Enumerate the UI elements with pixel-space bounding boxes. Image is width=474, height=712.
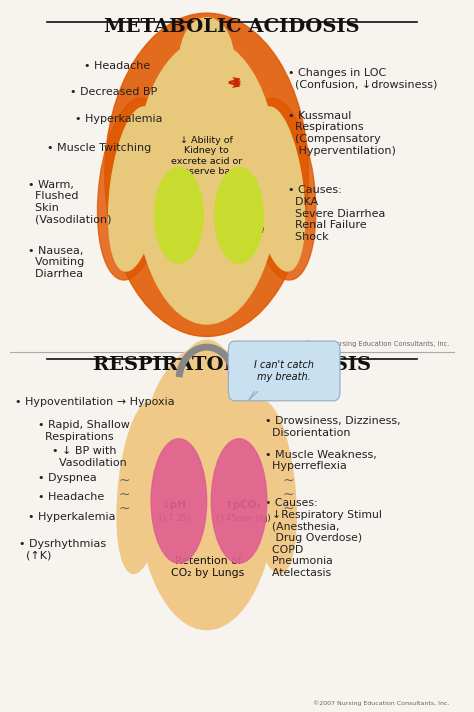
Text: ©2007 Nursing Education Consultants, Inc.: ©2007 Nursing Education Consultants, Inc… [305, 340, 450, 347]
Text: ~: ~ [283, 502, 294, 515]
Text: (↑45mm Hg): (↑45mm Hg) [216, 514, 271, 523]
Text: • Drowsiness, Dizziness,
  Disorientation: • Drowsiness, Dizziness, Disorientation [264, 417, 400, 438]
Text: ~: ~ [283, 473, 294, 487]
Text: ~: ~ [283, 488, 294, 501]
Text: ↓ Ability of
Kidney to
excrete acid or
conserve base: ↓ Ability of Kidney to excrete acid or c… [171, 136, 242, 176]
Text: • Hypoventilation → Hypoxia: • Hypoventilation → Hypoxia [15, 397, 174, 407]
Text: (↓22mEq/L): (↓22mEq/L) [214, 224, 264, 234]
Text: Retention of
CO₂ by Lungs: Retention of CO₂ by Lungs [172, 556, 245, 578]
Ellipse shape [246, 98, 316, 280]
Text: METABOLIC ACIDOSIS: METABOLIC ACIDOSIS [104, 19, 360, 36]
Text: • Dyspnea: • Dyspnea [38, 473, 97, 483]
Text: (↓7.35): (↓7.35) [158, 514, 191, 523]
Ellipse shape [155, 167, 203, 263]
Text: RESPIRATORY ACIDOSIS: RESPIRATORY ACIDOSIS [93, 356, 371, 374]
Text: ©2007 Nursing Education Consultants, Inc.: ©2007 Nursing Education Consultants, Inc… [313, 700, 450, 706]
Text: • Nausea,
  Vomiting
  Diarrhea: • Nausea, Vomiting Diarrhea [28, 246, 85, 279]
Point [44, 355, 50, 363]
Text: • Dysrhythmias
  (↑K): • Dysrhythmias (↑K) [19, 538, 106, 560]
Text: ~: ~ [119, 502, 130, 515]
Point [414, 355, 420, 363]
Text: • Headache: • Headache [38, 493, 104, 503]
Text: I can't catch
my breath.: I can't catch my breath. [254, 360, 314, 382]
Ellipse shape [98, 98, 168, 280]
Text: • Rapid, Shallow
  Respirations: • Rapid, Shallow Respirations [38, 420, 129, 441]
Text: • Causes:
  DKA
  Severe Diarrhea
  Renal Failure
  Shock: • Causes: DKA Severe Diarrhea Renal Fail… [288, 185, 385, 242]
Ellipse shape [215, 167, 264, 263]
Text: • Hyperkalemia: • Hyperkalemia [75, 114, 162, 124]
Text: • ↓ BP with
  Vasodilation: • ↓ BP with Vasodilation [52, 446, 127, 468]
Text: ~: ~ [119, 473, 130, 487]
Ellipse shape [252, 107, 305, 271]
Text: • Kussmaul
  Respirations
  (Compensatory
   Hyperventilation): • Kussmaul Respirations (Compensatory Hy… [288, 111, 395, 156]
Point [414, 18, 420, 26]
Text: • Hyperkalemia: • Hyperkalemia [28, 513, 116, 523]
Ellipse shape [151, 439, 207, 563]
Text: • Causes:
  ↓Respiratory Stimul
  (Anesthesia,
   Drug Overdose)
  COPD
  Pneumo: • Causes: ↓Respiratory Stimul (Anesthesi… [264, 498, 382, 577]
Ellipse shape [117, 402, 167, 573]
Ellipse shape [211, 439, 267, 563]
Text: • Changes in LOC
  (Confusion, ↓drowsiness): • Changes in LOC (Confusion, ↓drowsiness… [288, 68, 437, 90]
Ellipse shape [135, 40, 278, 324]
Text: (↓7.35): (↓7.35) [158, 224, 191, 234]
FancyBboxPatch shape [228, 341, 340, 401]
Text: • Headache: • Headache [84, 61, 150, 71]
Circle shape [179, 340, 235, 426]
Text: ~: ~ [119, 488, 130, 501]
Ellipse shape [109, 107, 161, 271]
Ellipse shape [246, 402, 296, 573]
Text: • Warm,
  Flushed
  Skin
  (Vasodilation): • Warm, Flushed Skin (Vasodilation) [28, 179, 112, 224]
Ellipse shape [105, 13, 309, 337]
Text: ↓HCO₃: ↓HCO₃ [221, 210, 257, 220]
Point [44, 18, 50, 26]
Circle shape [180, 18, 234, 100]
Text: ↓pH: ↓pH [163, 210, 186, 220]
Text: • Muscle Twitching: • Muscle Twitching [47, 143, 151, 153]
Text: • Decreased BP: • Decreased BP [70, 88, 157, 98]
Text: ↓pH: ↓pH [162, 500, 187, 510]
Text: ↑pCO₂: ↑pCO₂ [225, 500, 262, 510]
Ellipse shape [137, 345, 276, 629]
Text: • Muscle Weakness,
  Hyperreflexia: • Muscle Weakness, Hyperreflexia [264, 450, 376, 471]
